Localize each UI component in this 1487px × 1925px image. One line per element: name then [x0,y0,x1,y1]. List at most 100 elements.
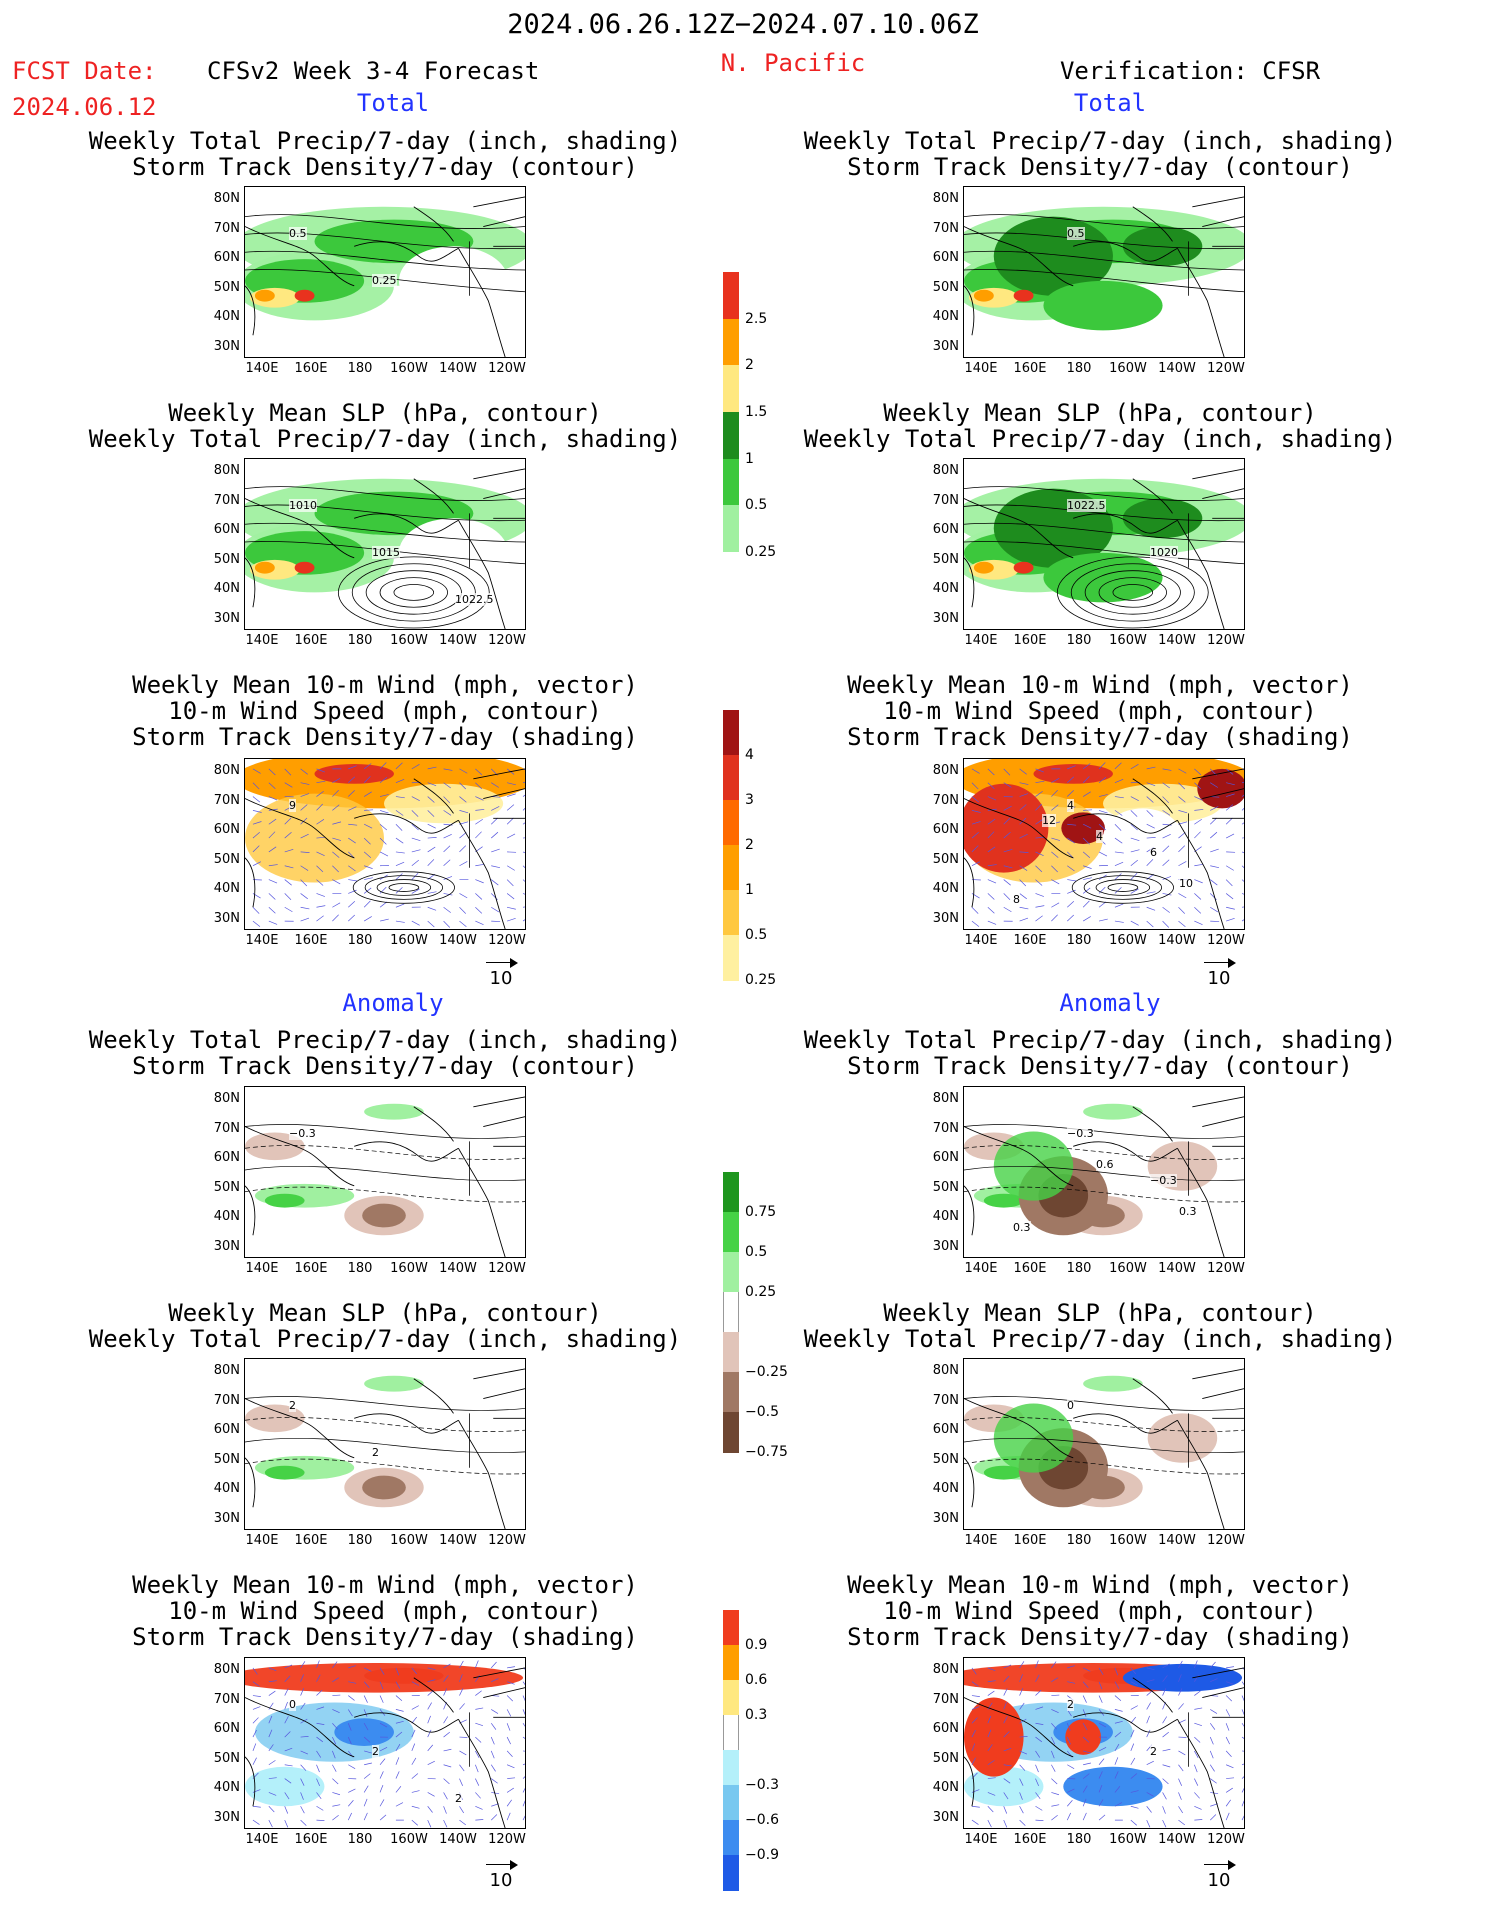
contour-label: 8 [1013,893,1020,906]
contour-label: 2 [372,1745,379,1758]
lat-tick-label: 70N [932,792,959,808]
lat-tick-label: 60N [932,1150,959,1165]
lat-tick-label: 70N [932,1691,959,1707]
lat-tick-label: 70N [213,792,240,808]
lat-tick-label: 60N [213,1150,240,1165]
lon-tick-label: 140E [964,1533,998,1548]
lon-tick-label: 160W [1109,633,1147,648]
lon-tick-label: 120W [1207,933,1245,948]
lat-tick-label: 40N [932,1481,959,1496]
lat-tick-label: 70N [932,492,959,508]
lon-tick-label: 160E [1013,933,1047,948]
contour-label: 12 [1042,814,1056,827]
colorbar-tick-label: 0.75 [745,1204,777,1220]
lat-tick-label: 50N [213,551,240,567]
colorbar-tick-label: −0.6 [745,1812,779,1828]
lon-tick-label: 160E [294,1832,328,1847]
map-panel-vf-precip: 0.5 [963,186,1245,358]
lat-tick-label: 60N [932,1721,959,1736]
lon-tick-label: 120W [1207,633,1245,648]
contour-label: 2 [1067,1698,1074,1711]
lon-tick-label: 140W [1158,933,1196,948]
contour-label: 0 [289,1698,296,1711]
lon-tick-label: 160E [294,1533,328,1548]
map-panel-fc-awind: 0 2 2 [244,1657,526,1829]
lat-tick-label: 30N [932,1809,959,1825]
panel-title-7-line-0: Weekly Total Precip/7-day (inch, shading… [803,1026,1397,1054]
lat-tick-label: 60N [932,522,959,537]
colorbar-segment [723,412,739,460]
lon-tick-label: 140E [245,1533,279,1548]
contour-label: 0 [1067,1399,1074,1412]
colorbar-segment [723,1292,739,1333]
lon-tick-label: 160W [390,1261,428,1276]
lat-tick-label: 30N [932,1510,959,1526]
lon-tick-label: 140E [964,1832,998,1847]
colorbar-tick-label: −0.75 [745,1444,788,1460]
colorbar-segment [723,1212,739,1253]
panel-title-10-line-0: Weekly Mean 10-m Wind (mph, vector) [132,1571,638,1599]
lat-tick-label: 80N [213,191,240,206]
lat-tick-label: 70N [932,220,959,236]
lon-tick-label: 160W [1109,1533,1147,1548]
colorbar-segment [723,1412,739,1453]
period-title: 2024.06.26.12Z−2024.07.10.06Z [507,9,979,40]
lat-tick-label: 50N [932,1750,959,1766]
fcst-date-label: FCST Date: [12,57,157,85]
panel-title-0-line-1: Storm Track Density/7-day (contour) [132,153,638,181]
colorbar-tick-label: 0.5 [745,927,768,943]
lon-tick-label: 140W [439,1533,477,1548]
lon-tick-label: 140W [439,1832,477,1847]
lat-tick-label: 50N [213,1179,240,1195]
contour-label: 2 [1150,1745,1157,1758]
lon-tick-label: 140W [439,633,477,648]
lon-tick-label: 160E [1013,1261,1047,1276]
contour-label: 1022.5 [455,593,494,606]
panel-title-10-line-1: 10-m Wind Speed (mph, contour) [168,1597,602,1625]
contour-label: 4 [1067,799,1074,812]
colorbar-tick-label: −0.5 [745,1404,779,1420]
lon-tick-label: 160E [294,1261,328,1276]
contour-label: 0.5 [1067,227,1085,240]
panel-title-6-line-0: Weekly Total Precip/7-day (inch, shading… [88,1026,682,1054]
colorbar-tick-label: 2.5 [745,310,768,327]
lon-tick-label: 180 [1066,1261,1092,1276]
vector-ref-fc-total: 10 [481,958,521,989]
colorbar-segment [723,710,739,756]
contour-label: 0.25 [372,274,397,287]
map-panel-fc-aprecip: −0.3 [244,1086,526,1258]
lat-tick-label: 70N [213,220,240,236]
lon-tick-label: 140E [245,1832,279,1847]
lon-tick-label: 180 [1066,633,1092,648]
map-panel-vf-slp: 1022.5 1020 [963,458,1245,630]
lon-tick-label: 180 [1066,361,1092,376]
colorbar-tick-label: −0.25 [745,1364,788,1380]
lon-tick-label: 120W [1207,1533,1245,1548]
lon-tick-label: 140E [245,361,279,376]
lat-tick-label: 60N [932,822,959,837]
lon-tick-label: 160E [294,361,328,376]
panel-title-4-line-2: Storm Track Density/7-day (shading) [132,723,638,751]
lat-tick-label: 60N [213,1422,240,1437]
vector-arrow-icon [1202,958,1236,968]
colorbar-tick-label: 3 [745,792,754,808]
panel-title-11-line-0: Weekly Mean 10-m Wind (mph, vector) [847,1571,1353,1599]
lat-tick-label: 80N [213,1363,240,1378]
lat-tick-label: 30N [213,910,240,926]
colorbar-tick-label: 0.9 [745,1637,768,1653]
region-title: N. Pacific [720,49,866,77]
lon-tick-label: 160W [390,933,428,948]
lat-tick-label: 70N [932,1120,959,1136]
lat-tick-label: 80N [932,1363,959,1378]
lat-tick-label: 80N [932,463,959,478]
lon-tick-label: 180 [1066,933,1092,948]
lat-tick-label: 40N [932,881,959,896]
lon-tick-label: 140W [1158,1533,1196,1548]
colorbar-tick-label: 2 [745,357,754,374]
colorbar-segment [723,1680,739,1716]
map-panel-fc-slp: 1010 1015 1022.5 [244,458,526,630]
lat-tick-label: 60N [213,522,240,537]
colorbar-tick-label: 2 [745,837,754,853]
lon-tick-label: 160W [390,633,428,648]
lon-tick-label: 140E [964,933,998,948]
